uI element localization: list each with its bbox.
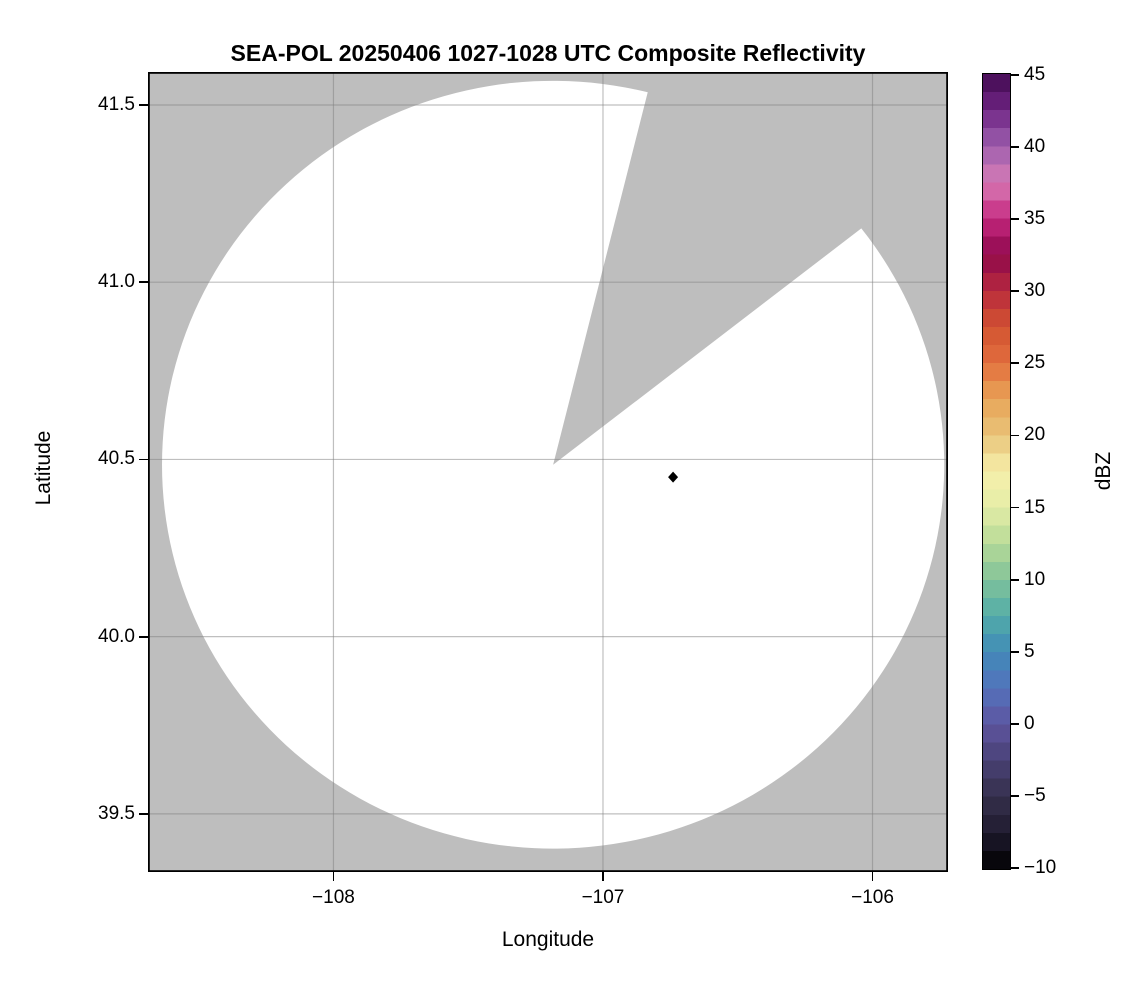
site-marker-diamond [668,471,679,483]
colorbar-tick-label: 0 [1024,712,1035,734]
y-axis-label: Latitude [32,430,55,506]
x-tick-mark [602,872,604,881]
axes-frame [148,72,948,872]
colorbar-label: dBZ [1092,451,1115,491]
colorbar [982,73,1011,870]
colorbar-tick-mark [1011,722,1019,725]
colorbar-tick-mark [1011,218,1019,221]
y-tick-mark [139,104,148,106]
colorbar-tick-mark [1011,578,1019,581]
x-tick-mark [332,872,335,881]
plot-area [148,72,948,872]
chart-title: SEA-POL 20250406 1027-1028 UTC Composite… [230,40,866,66]
y-tick-mark [139,458,148,461]
y-tick-mark [139,812,148,815]
colorbar-tick-label: 10 [1024,568,1046,590]
colorbar-tick-label: 40 [1024,136,1046,158]
colorbar-tick-mark [1011,506,1019,509]
colorbar-tick-label: 35 [1024,208,1046,230]
y-tick-mark [139,281,148,284]
x-tick-label: −108 [312,887,355,908]
colorbar-tick-label: 25 [1024,352,1046,374]
colorbar-tick-label: 5 [1024,640,1035,662]
colorbar-tick-mark [1011,867,1019,869]
colorbar-tick-mark [1011,795,1019,797]
x-tick-label: −107 [581,887,625,908]
y-tick-label: 41.0 [98,271,135,293]
colorbar-tick-mark [1011,650,1019,653]
y-tick-mark [139,635,148,638]
radar-coverage-area [162,80,945,849]
colorbar-tick-label: −10 [1024,857,1057,878]
y-tick-label: 40.0 [98,625,135,647]
colorbar-tick-label: 30 [1024,280,1046,302]
radar-coverage-map [148,72,948,872]
x-tick-mark [871,872,874,881]
y-tick-label: 41.5 [98,93,135,115]
colorbar-tick-label: 15 [1024,496,1046,518]
x-axis-label: Longitude [501,928,595,951]
colorbar-tick-mark [1011,146,1019,148]
colorbar-tick-mark [1011,434,1019,437]
colorbar-tick-label: 45 [1024,64,1046,85]
colorbar-tick-label: 20 [1024,424,1046,446]
colorbar-tick-mark [1011,362,1019,365]
colorbar-tick-label: −5 [1024,784,1046,806]
x-tick-label: −106 [851,887,894,908]
y-tick-label: 39.5 [98,802,135,824]
colorbar-tick-mark [1011,74,1019,76]
y-tick-label: 40.5 [98,448,135,470]
colorbar-tick-mark [1011,290,1019,293]
